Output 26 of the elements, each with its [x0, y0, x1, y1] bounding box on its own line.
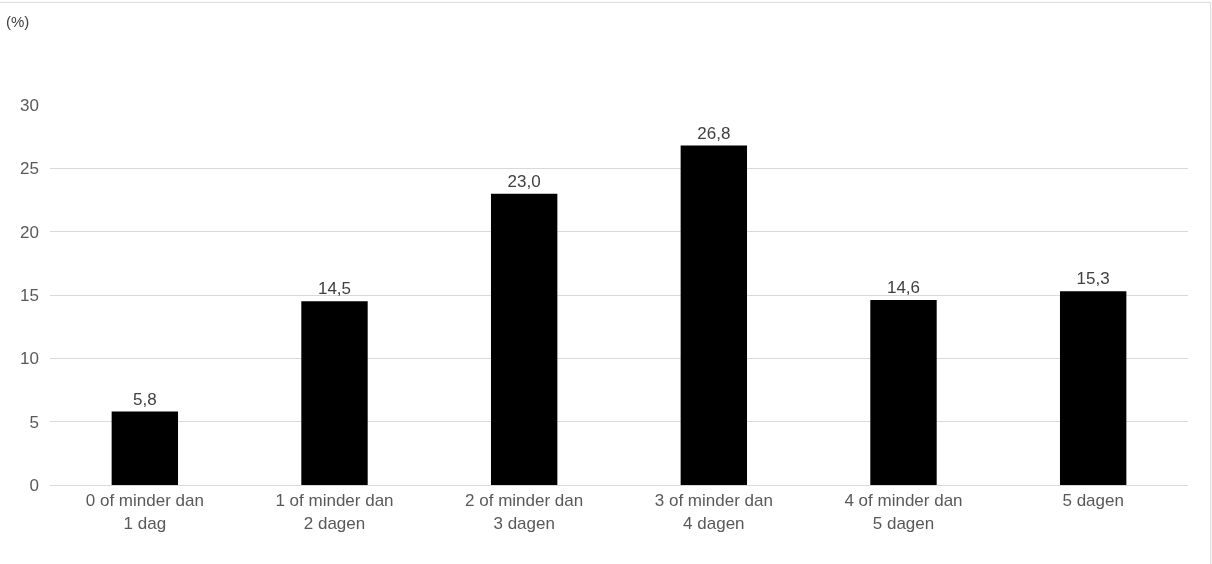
x-tick-label: 3 of minder dan 4 dagen [654, 491, 773, 533]
bar [490, 193, 558, 485]
y-tick-label: 30 [20, 95, 39, 115]
bar [870, 300, 937, 485]
data-label: 26,8 [697, 123, 731, 143]
x-tick-label: 1 of minder dan 2 dagen [275, 491, 394, 533]
y-tick-label: 10 [20, 349, 39, 369]
data-label: 14,5 [317, 279, 352, 299]
x-tick-label: 0 of minder dan 1 dag [85, 491, 204, 533]
y-tick-label: 15 [20, 285, 39, 305]
x-tick-label: 5 dagen [1062, 491, 1124, 511]
y-axis-title: (%) [6, 13, 30, 30]
bar [680, 145, 748, 485]
x-tick-label: 4 of minder dan 5 dagen [844, 491, 963, 533]
y-tick-label: 0 [29, 475, 39, 495]
bar [1059, 291, 1127, 485]
bar [111, 411, 179, 485]
bar [301, 301, 368, 485]
y-tick-label: 25 [20, 159, 39, 179]
x-tick-label: 2 of minder dan 3 dagen [465, 491, 584, 533]
data-label: 15,3 [1076, 269, 1110, 289]
data-label: 23,0 [507, 171, 541, 191]
data-label: 14,6 [886, 278, 921, 298]
data-label: 5,8 [133, 389, 157, 409]
y-tick-label: 5 [29, 412, 39, 432]
y-tick-label: 20 [20, 222, 39, 242]
